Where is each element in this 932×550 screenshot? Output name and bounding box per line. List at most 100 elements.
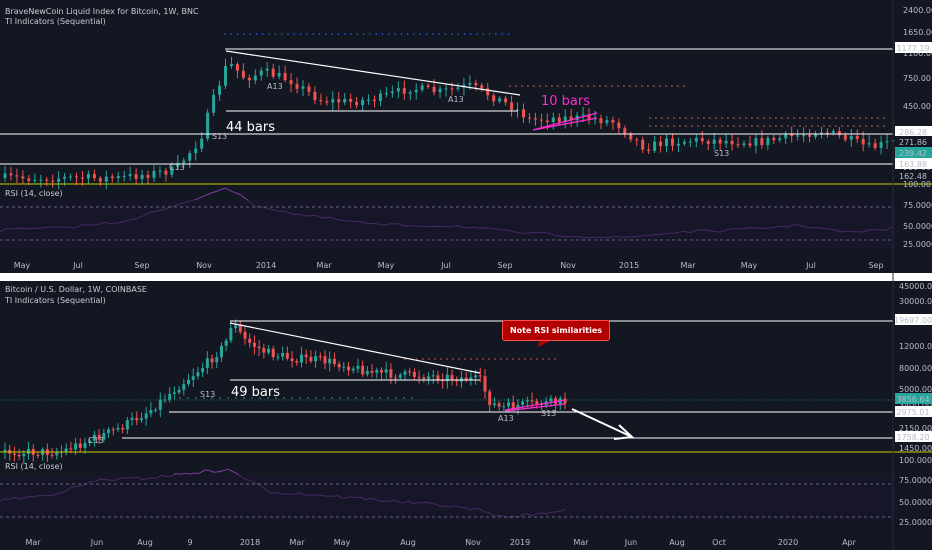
top-candle-body (486, 88, 490, 96)
top-seq-dot (859, 125, 861, 127)
bottom-candle-body (328, 358, 332, 364)
top-seq-dot (739, 117, 741, 119)
top-candle-body (402, 88, 406, 94)
bottom-candle-body (50, 454, 54, 456)
top-candle-body (670, 138, 674, 146)
top-seq-dot (853, 117, 855, 119)
bottom-candle-body (530, 400, 534, 402)
bottom-x-tick: 2018 (240, 538, 260, 547)
top-seq-dot (763, 117, 765, 119)
top-price-tag: 286.28 (899, 128, 927, 137)
bottom-price-tag: 2975.01 (896, 408, 929, 417)
bottom-x-tick: Aug (400, 538, 416, 547)
top-seq-dot (476, 33, 478, 35)
bottom-seq-dot (434, 358, 436, 360)
top-seq-dot (629, 85, 631, 87)
top-candle-body (527, 117, 531, 119)
bottom-seq-dot (470, 358, 472, 360)
bottom-candle-body (459, 377, 463, 382)
top-seq-dot (274, 33, 277, 35)
top-seq-dot (527, 85, 529, 87)
top-chart-title: BraveNewCoin Liquid Index for Bitcoin, 1… (5, 7, 199, 16)
bottom-candle-body (290, 358, 294, 362)
top-seq-dot (623, 85, 625, 87)
top-candle-body (313, 91, 317, 101)
bottom-seq-dot (440, 358, 442, 360)
bottom-candle-body (309, 357, 313, 362)
top-candle-body (825, 132, 829, 134)
top-candle-body (444, 88, 448, 90)
top-price-tag-bg (895, 126, 932, 137)
top-seq-dot (617, 85, 619, 87)
top-seq-dot (811, 117, 813, 119)
top-seq-dot (793, 117, 795, 119)
bottom-candle-body (318, 356, 322, 358)
bottom-seq-dot (446, 358, 448, 360)
bottom-seq-dot (259, 397, 261, 399)
bottom-candle-body (191, 376, 195, 380)
top-candle-body (843, 135, 847, 140)
bottom-candle-body (172, 392, 176, 394)
top-candle-body (474, 82, 478, 86)
top-seq-label: A13 (267, 82, 283, 91)
top-seq-label: A13 (448, 95, 464, 104)
top-candle-body (343, 98, 347, 103)
top-candle-body (879, 142, 883, 148)
top-seq-dot (859, 117, 861, 119)
top-seq-dot (381, 33, 384, 35)
top-candle-body (408, 92, 412, 94)
top-candle-body (152, 170, 156, 178)
top-seq-dot (781, 125, 783, 127)
bottom-candle-body (507, 402, 511, 407)
bottom-candle-body (201, 368, 205, 373)
top-candle-body (80, 177, 84, 179)
forecast-arrow-shaft (571, 408, 631, 437)
top-candle-body (784, 133, 788, 139)
bottom-candle-body (149, 409, 153, 414)
bottom-candle-body (168, 393, 172, 400)
top-seq-dot (515, 85, 517, 87)
rsi-note-callout: Note RSI similarities (502, 320, 610, 341)
top-candle-body (116, 176, 120, 179)
top-candle-body (325, 101, 329, 103)
top-seq-dot (533, 85, 535, 87)
top-candle-body (808, 135, 812, 137)
top-candle-body (331, 99, 335, 103)
top-seq-dot (394, 33, 396, 35)
bottom-candle-body (55, 452, 59, 456)
top-seq-dot (739, 125, 741, 127)
top-seq-dot (835, 125, 837, 127)
top-seq-dot (715, 125, 717, 127)
top-x-tick: Sep (134, 261, 149, 270)
bottom-seq-dot (464, 358, 466, 360)
bottom-seq-dot (187, 397, 189, 399)
top-candle-body (134, 174, 138, 179)
top-candle-body (319, 100, 323, 102)
top-seq-dot (635, 85, 637, 87)
top-candle-body (265, 68, 269, 71)
top-candle-body (63, 176, 67, 179)
top-candle-body (831, 131, 835, 133)
top-candle-body (724, 140, 728, 144)
top-seq-dot (667, 117, 669, 119)
top-candle-body (533, 118, 537, 120)
bottom-y-tick: 30000.00 (899, 297, 932, 306)
top-candle-body (730, 140, 734, 145)
top-indicator-label: TI Indicators (Sequential) (5, 17, 106, 26)
top-candle-body (545, 120, 549, 123)
top-seq-dot (865, 125, 867, 127)
bottom-candle-body (210, 358, 214, 363)
bottom-candle-body (121, 427, 125, 430)
top-seq-dot (551, 85, 553, 87)
bottom-candle-body (403, 371, 407, 375)
bottom-y-tick: 8000.00 (899, 364, 932, 373)
bottom-candle-body (347, 366, 351, 371)
top-candle-body (498, 98, 502, 102)
top-seq-dot (679, 117, 681, 119)
top-seq-dot (369, 33, 371, 35)
top-price-tag-bg (895, 170, 932, 181)
top-candle-body (218, 85, 222, 95)
top-seq-dot (268, 33, 270, 35)
top-candle-body (468, 82, 472, 85)
top-seq-dot (877, 117, 879, 119)
